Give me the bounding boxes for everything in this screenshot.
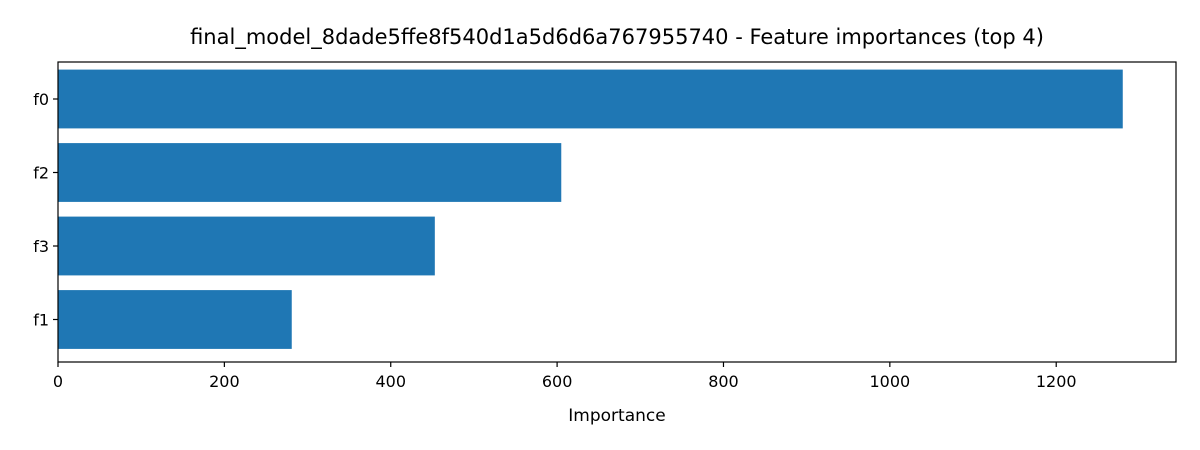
bars-layer <box>58 69 1123 349</box>
bar-f3 <box>58 216 435 276</box>
x-tick-label: 800 <box>708 372 739 391</box>
x-tick-label: 1200 <box>1036 372 1077 391</box>
y-tick-label: f1 <box>33 311 49 330</box>
plot-frame <box>57 61 1177 363</box>
x-axis-label: Importance <box>568 406 665 426</box>
x-tick-label: 1000 <box>869 372 910 391</box>
bar-f0 <box>58 69 1123 129</box>
x-axis-ticks: 0 200 400 600 800 1000 1200 <box>53 362 1077 391</box>
y-tick-label: f2 <box>33 164 49 183</box>
y-tick-label: f3 <box>33 237 49 256</box>
y-tick-label: f0 <box>33 90 49 109</box>
x-tick-label: 0 <box>53 372 63 391</box>
y-axis-ticks: f0 f2 f3 f1 <box>33 90 58 330</box>
x-tick-label: 600 <box>542 372 573 391</box>
x-tick-label: 200 <box>209 372 240 391</box>
x-tick-label: 400 <box>375 372 406 391</box>
chart-title: final_model_8dade5ffe8f540d1a5d6d6a76795… <box>190 25 1044 50</box>
bar-f1 <box>58 290 292 349</box>
bar-f2 <box>58 143 562 202</box>
